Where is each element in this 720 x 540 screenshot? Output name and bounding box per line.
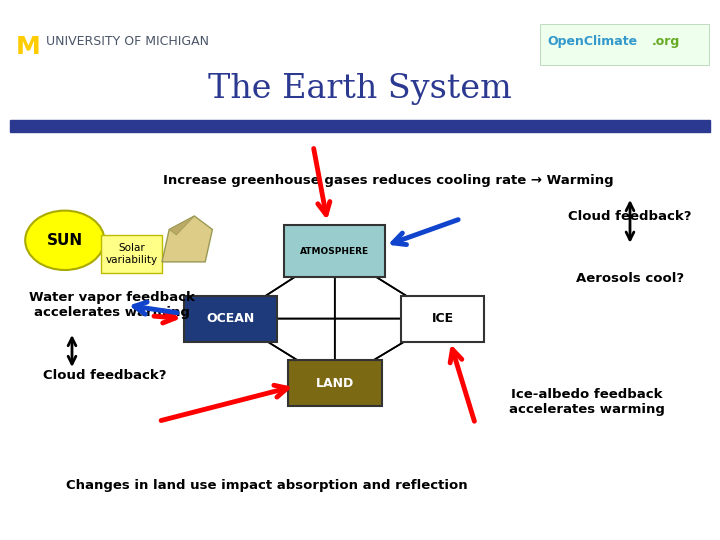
Text: OpenClimate: OpenClimate [547, 35, 637, 48]
Text: LAND: LAND [315, 377, 354, 390]
Text: OCEAN: OCEAN [206, 312, 255, 325]
Circle shape [25, 211, 104, 270]
Polygon shape [169, 216, 194, 235]
Text: Increase greenhouse gases reduces cooling rate → Warming: Increase greenhouse gases reduces coolin… [163, 174, 614, 187]
Text: Water vapor feedback
accelerates warming: Water vapor feedback accelerates warming [29, 291, 194, 319]
Text: ICE: ICE [432, 312, 454, 325]
Text: Solar
variability: Solar variability [105, 243, 158, 265]
Bar [10, 120, 710, 132]
Text: SUN: SUN [47, 233, 83, 248]
Text: Cloud feedback?: Cloud feedback? [568, 210, 692, 222]
Polygon shape [162, 216, 212, 262]
Text: Cloud feedback?: Cloud feedback? [42, 369, 166, 382]
Text: Changes in land use impact absorption and reflection: Changes in land use impact absorption an… [66, 480, 467, 492]
Text: The Earth System: The Earth System [208, 73, 512, 105]
Text: Aerosols cool?: Aerosols cool? [576, 272, 684, 285]
FancyBboxPatch shape [101, 235, 162, 273]
Text: ATMOSPHERE: ATMOSPHERE [300, 247, 369, 255]
Bar [184, 296, 277, 342]
Text: .org: .org [652, 35, 680, 48]
Text: M: M [16, 35, 40, 59]
Bar [288, 361, 382, 407]
Text: Ice-albedo feedback
accelerates warming: Ice-albedo feedback accelerates warming [509, 388, 665, 416]
FancyBboxPatch shape [540, 24, 709, 65]
Text: UNIVERSITY OF MICHIGAN: UNIVERSITY OF MICHIGAN [46, 35, 209, 48]
Bar [402, 296, 484, 342]
Bar [284, 226, 385, 276]
